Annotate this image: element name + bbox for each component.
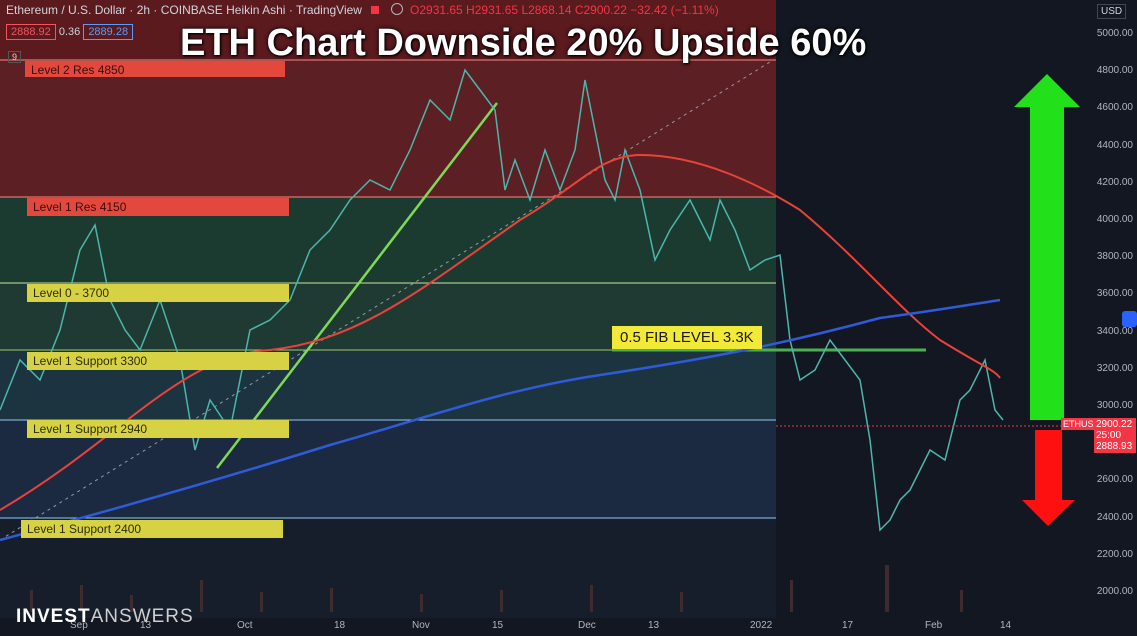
x-tick-label: Sep: [70, 620, 88, 631]
x-tick-label: 15: [492, 620, 504, 631]
chart-style: Heikin Ashi: [226, 3, 286, 17]
ohlc-values: O2931.65 H2931.65 L2868.14 C2900.22 −32.…: [410, 3, 719, 17]
y-tick-label: 4800.00: [1096, 65, 1133, 77]
symbol-name[interactable]: Ethereum / U.S. Dollar: [6, 3, 127, 17]
zone-res2-res1: [0, 60, 776, 197]
level-label-sup2940: Level 1 Support 2940: [27, 420, 289, 438]
zone-above-res2: [0, 0, 776, 60]
y-tick-label: 5000.00: [1096, 28, 1133, 39]
current-price: 2900.22: [1096, 419, 1133, 430]
y-tick-label: 2000.00: [1096, 586, 1133, 597]
price-series: [0, 68, 1004, 532]
x-tick-label: 13: [648, 620, 660, 631]
downside-arrow: [1022, 430, 1075, 526]
current-price-tag: 2900.22 25:00 2888.93: [1094, 418, 1136, 453]
bar-countdown: 25:00: [1096, 430, 1122, 441]
flag-icon[interactable]: [371, 6, 380, 14]
exchange: COINBASE: [160, 3, 223, 17]
brand-logo: INVESTANSWERS: [16, 606, 194, 627]
level-label-res2: Level 2 Res 4850: [25, 61, 285, 77]
x-tick-label: Nov: [412, 620, 430, 631]
side-panel-button[interactable]: [1122, 311, 1137, 327]
symbol-price-tag: ETHUSD: [1061, 418, 1103, 430]
buy-button[interactable]: 2889.28: [83, 24, 134, 40]
x-tick-label: 2022: [750, 620, 773, 631]
level-label-level0: Level 0 - 3700: [27, 284, 289, 302]
x-tick-label: 13: [140, 620, 152, 631]
currency-selector[interactable]: USD: [1097, 4, 1127, 19]
fib-level-label: 0.5 FIB LEVEL 3.3K: [612, 326, 762, 349]
x-tick-label: Oct: [237, 620, 253, 631]
level-label-res1: Level 1 Res 4150: [27, 198, 289, 216]
interval[interactable]: 2h: [136, 3, 151, 17]
spread-value: 0.36: [58, 26, 81, 38]
green-trendline: [216, 102, 498, 469]
y-tick-label: 2400.00: [1096, 511, 1133, 523]
y-tick-label: 2600.00: [1096, 474, 1133, 486]
y-tick-label: 2200.00: [1096, 548, 1133, 560]
platform: TradingView: [295, 3, 362, 17]
y-tick-label: 3600.00: [1096, 288, 1133, 300]
y-tick-label: 4200.00: [1096, 176, 1133, 188]
level-label-sup2400: Level 1 Support 2400: [21, 520, 283, 538]
market-status-icon: [390, 3, 403, 15]
level-label-sup3300: Level 1 Support 3300: [27, 352, 289, 370]
volume-bars: [30, 565, 963, 612]
y-tick-label: 4600.00: [1096, 102, 1133, 114]
x-tick-label: Dec: [578, 620, 596, 631]
y-tick-label: 3000.00: [1096, 400, 1133, 411]
overlay-title: ETH Chart Downside 20% Upside 60%: [180, 22, 867, 64]
y-tick-label: 3400.00: [1096, 325, 1133, 337]
y-tick-label: 4400.00: [1096, 139, 1133, 151]
sell-button[interactable]: 2888.92: [6, 24, 56, 40]
indicator-toggle[interactable]: 9: [8, 51, 22, 63]
x-tick-label: 14: [1000, 620, 1012, 631]
bid-price: 2888.93: [1096, 441, 1133, 452]
x-tick-label: 18: [334, 620, 346, 631]
y-tick-label: 3800.00: [1096, 251, 1133, 263]
x-tick-label: Feb: [925, 620, 943, 631]
ma-blue: [0, 298, 1001, 542]
y-tick-label: 3200.00: [1096, 362, 1133, 374]
chart-header: Ethereum / U.S. Dollar · 2h · COINBASE H…: [6, 3, 719, 17]
trade-buttons: 2888.92 0.36 2889.28: [6, 24, 134, 40]
upside-arrow: [1014, 74, 1080, 420]
y-tick-label: 4000.00: [1096, 214, 1133, 225]
x-tick-label: 17: [842, 620, 854, 631]
